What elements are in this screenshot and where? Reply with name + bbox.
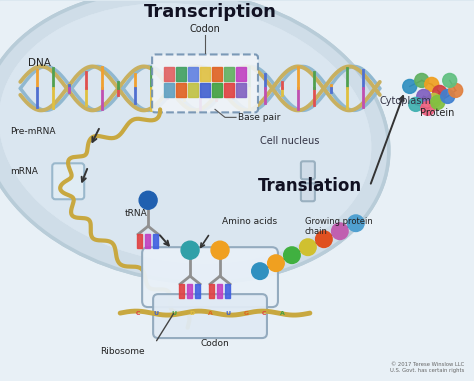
Text: Growing protein
chain: Growing protein chain [305,216,373,236]
Ellipse shape [0,3,371,264]
Circle shape [415,74,428,87]
Bar [179,284,184,298]
Text: Cytoplasm: Cytoplasm [380,96,432,106]
Bar [164,83,174,98]
Bar [145,234,150,248]
Ellipse shape [0,0,389,283]
Circle shape [211,241,229,259]
Bar [236,67,246,82]
Circle shape [251,262,269,280]
Circle shape [347,214,365,232]
Text: Codon: Codon [190,24,220,35]
Bar [200,83,210,98]
Text: Cell nucleus: Cell nucleus [260,136,319,146]
Bar [176,83,186,98]
FancyBboxPatch shape [152,54,258,112]
Circle shape [139,191,157,209]
Circle shape [315,230,333,248]
FancyBboxPatch shape [142,247,278,307]
Bar [187,284,192,298]
Text: Protein: Protein [420,108,455,118]
Circle shape [449,83,463,98]
Text: U: U [226,311,230,315]
Text: C: C [136,311,140,315]
Circle shape [181,241,199,259]
Text: Transcription: Transcription [144,3,276,21]
Circle shape [403,79,417,93]
Circle shape [441,90,455,103]
Text: mRNA: mRNA [10,167,38,176]
Text: A: A [208,311,212,315]
Bar [224,67,234,82]
Bar [212,67,222,82]
Circle shape [427,93,441,107]
Text: tRNA: tRNA [125,209,148,218]
Text: Base pair: Base pair [238,113,281,122]
Bar [200,67,210,82]
Circle shape [431,95,445,109]
Bar [209,284,214,298]
Circle shape [421,101,435,115]
Text: © 2017 Terese Winslow LLC
U.S. Govt. has certain rights: © 2017 Terese Winslow LLC U.S. Govt. has… [390,362,465,373]
Text: Codon: Codon [201,339,229,347]
Circle shape [409,98,423,111]
Circle shape [443,74,456,87]
Text: Pre-mRNA: Pre-mRNA [10,127,56,136]
Bar [225,284,230,298]
Bar [224,83,234,98]
Text: G: G [244,311,248,315]
Bar [188,83,198,98]
Circle shape [283,246,301,264]
Text: Translation: Translation [258,177,362,195]
Text: Amino acids: Amino acids [222,217,277,226]
Text: D: D [190,311,195,315]
Text: A: A [280,311,284,315]
FancyBboxPatch shape [153,294,267,338]
Text: Ribosome: Ribosome [100,347,145,355]
FancyBboxPatch shape [301,183,315,201]
Circle shape [417,90,431,103]
Bar [195,284,200,298]
Circle shape [433,85,447,99]
Bar [153,234,158,248]
Text: DNA: DNA [28,58,51,69]
Circle shape [331,222,349,240]
Text: U: U [154,311,159,315]
Circle shape [425,77,439,91]
FancyBboxPatch shape [52,163,84,199]
Bar [188,67,198,82]
Bar [236,83,246,98]
Bar [176,67,186,82]
Circle shape [299,238,317,256]
Text: C: C [262,311,266,315]
Circle shape [267,254,285,272]
Bar [217,284,222,298]
Text: U: U [172,311,177,315]
Bar [164,67,174,82]
Bar [137,234,142,248]
Bar [212,83,222,98]
FancyBboxPatch shape [301,161,315,179]
